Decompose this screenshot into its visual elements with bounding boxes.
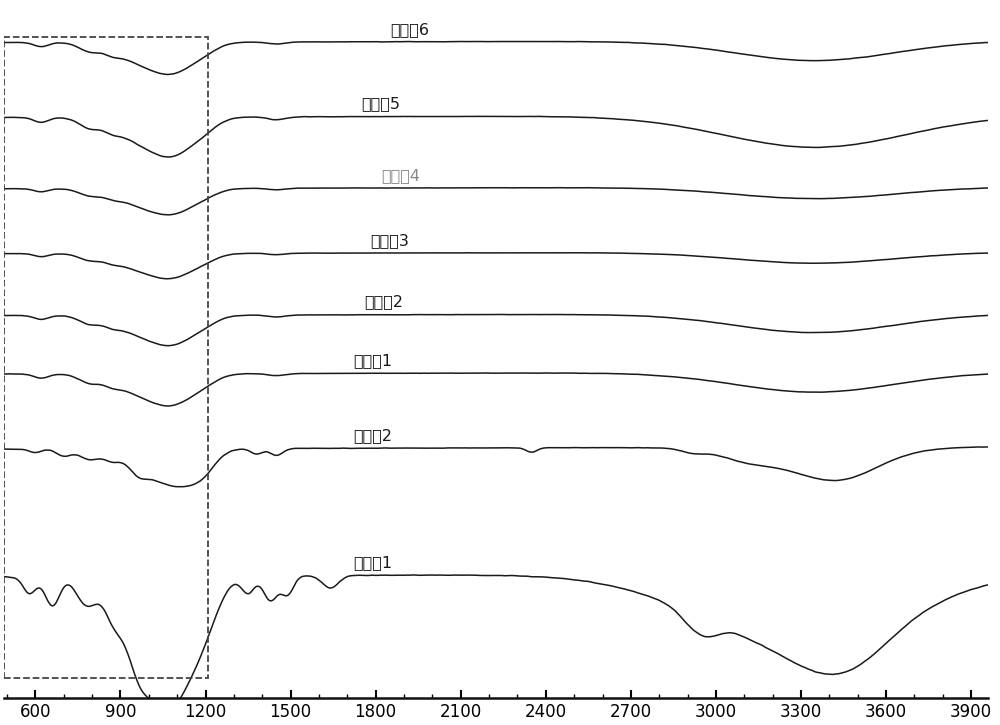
Text: 实施例5: 实施例5 <box>361 96 400 112</box>
Text: 实施例4: 实施例4 <box>381 167 420 183</box>
Text: 实施例6: 实施例6 <box>390 22 429 37</box>
Text: 实施例3: 实施例3 <box>370 233 409 248</box>
Text: 实施例2: 实施例2 <box>364 294 403 310</box>
Bar <box>4 37 208 679</box>
Text: 实施例1: 实施例1 <box>353 353 392 368</box>
Text: 对比例1: 对比例1 <box>353 555 392 571</box>
Text: 对比例2: 对比例2 <box>353 428 392 443</box>
